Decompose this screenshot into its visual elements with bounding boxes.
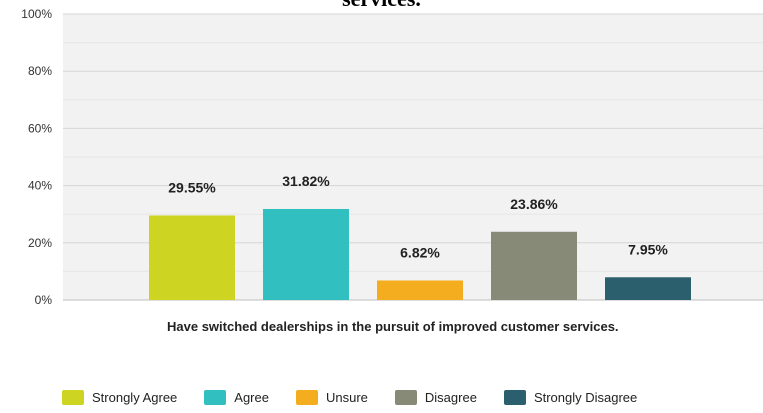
legend-swatch	[62, 389, 84, 405]
y-tick-label: 20%	[28, 236, 52, 250]
x-axis-label: Have switched dealerships in the pursuit…	[167, 319, 619, 334]
legend-swatch	[503, 389, 526, 405]
legend-label: Strongly Agree	[92, 389, 178, 405]
legend-swatch	[295, 389, 318, 405]
data-label: 7.95%	[628, 241, 668, 257]
legend-item-unsure: Unsure	[295, 389, 368, 405]
data-label: 31.82%	[282, 173, 330, 189]
legend-label: Strongly Disagree	[533, 389, 638, 405]
bar-strongly-disagree	[605, 277, 691, 300]
legend-item-strongly-agree: Strongly Agree	[62, 389, 178, 405]
legend-swatch	[204, 389, 227, 405]
data-labels: 29.55% 31.82% 6.82% 23.86% 7.95%	[168, 173, 668, 261]
data-label: 29.55%	[168, 179, 216, 195]
legend-item-disagree: Disagree	[394, 389, 477, 405]
legend-swatch	[394, 389, 417, 405]
bar-unsure	[377, 280, 463, 300]
data-label: 23.86%	[510, 196, 558, 212]
legend-label: Unsure	[325, 389, 368, 405]
y-tick-label: 40%	[28, 179, 52, 193]
y-tick-label: 100%	[21, 7, 52, 21]
legend-label: Agree	[234, 389, 269, 405]
legend-label: Disagree	[424, 389, 477, 405]
legend-item-strongly-disagree: Strongly Disagree	[503, 389, 638, 405]
legend-item-agree: Agree	[204, 389, 269, 405]
bar-agree	[263, 208, 349, 300]
data-label: 6.82%	[400, 244, 440, 260]
y-tick-label: 80%	[28, 64, 52, 78]
legend: Strongly Agree Agree Unsure Disagree Strongl…	[62, 388, 664, 406]
y-axis-ticks: 100% 80% 60% 40% 20% 0%	[21, 7, 52, 307]
y-tick-label: 0%	[35, 293, 53, 307]
bar-disagree	[491, 231, 577, 300]
chart-title: services.	[0, 0, 763, 12]
bars	[149, 208, 691, 300]
y-tick-label: 60%	[28, 121, 52, 135]
bar-strongly-agree	[149, 215, 235, 300]
